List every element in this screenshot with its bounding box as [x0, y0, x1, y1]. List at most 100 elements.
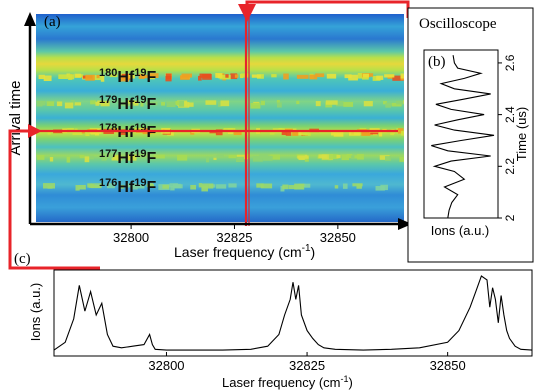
heatmap-spot — [190, 184, 197, 190]
heatmap-spot — [202, 74, 212, 80]
heatmap-spot — [127, 100, 135, 104]
heatmap-spot — [127, 154, 137, 161]
heatmap-spot — [385, 156, 391, 161]
panel-c-x-ticks: 32800 32825 32850 — [148, 352, 466, 373]
heatmap-spot — [47, 130, 51, 135]
heatmap-spot — [43, 183, 55, 189]
panel-a-x-axis-label: Laser frequency (cm-1) — [174, 243, 315, 260]
heatmap-spot — [304, 156, 309, 162]
heatmap-spot — [206, 156, 210, 163]
heatmap-spot — [165, 75, 172, 82]
isotope-label-176: 176Hf19F — [99, 177, 157, 196]
panel-a: 180Hf19F179Hf19F178Hf19F177Hf19F176Hf19F… — [7, 12, 412, 260]
heatmap-spot — [325, 100, 338, 105]
heatmap-spot — [281, 130, 287, 136]
heatmap-spot — [187, 102, 194, 107]
heatmap-spot — [198, 75, 202, 81]
heatmap-spot — [175, 101, 180, 105]
heatmap-spot — [106, 183, 115, 189]
heatmap-spot — [245, 154, 251, 158]
heatmap-spot — [276, 102, 282, 108]
heatmap-spot — [105, 154, 115, 159]
heatmap-spot — [100, 100, 110, 107]
heatmap-spot — [66, 156, 71, 163]
panel-b: Oscilloscope (b) 2 2.2 2.4 2.6 Time (us) Io… — [407, 7, 534, 263]
heatmap-spot — [315, 101, 321, 107]
heatmap-spot — [140, 74, 151, 79]
isotope-label-180: 180Hf19F — [99, 67, 157, 86]
heatmap-spot — [109, 73, 118, 78]
heatmap-spot — [170, 185, 175, 191]
heatmap-spot — [213, 154, 224, 158]
heatmap-spot — [292, 130, 299, 136]
heatmap-spot — [383, 101, 387, 105]
heatmap-spot — [140, 101, 144, 107]
heatmap-spot — [162, 184, 169, 189]
heatmap-spot — [342, 183, 348, 189]
panel-c-label: (c) — [14, 251, 31, 267]
panel-b-label: (b) — [428, 54, 446, 70]
heatmap-spot — [269, 130, 275, 135]
heatmap-spot — [236, 156, 245, 163]
heatmap-spot — [166, 101, 176, 107]
heatmap-spot — [343, 102, 354, 107]
heatmap-spot — [403, 100, 404, 104]
heatmap-spot — [302, 130, 309, 136]
heatmap-spot — [90, 100, 97, 105]
heatmap-spot — [97, 100, 102, 105]
heatmap-spot — [283, 73, 289, 80]
heatmap-spot — [378, 130, 383, 137]
heatmap-spot — [218, 101, 222, 107]
heatmap-spot — [78, 184, 86, 190]
heatmap-spot — [315, 73, 325, 78]
heatmap-spot — [201, 183, 214, 189]
heatmap-spot — [285, 130, 292, 136]
heatmap-spot — [326, 73, 337, 79]
panel-c-y-axis-label: Ions (a.u.) — [28, 283, 43, 342]
heatmap-spot — [172, 183, 181, 189]
heatmap-spot — [205, 100, 217, 105]
heatmap-spot — [88, 155, 94, 160]
heatmap-spot — [120, 75, 130, 82]
heatmap-spot — [219, 75, 231, 80]
y-tick-label: 2 — [503, 214, 517, 221]
heatmap-spot — [113, 155, 119, 160]
heatmap-spot — [95, 101, 100, 106]
heatmap-spot — [290, 130, 295, 135]
x-axis-arrow-head — [398, 218, 412, 230]
y-axis-arrow-head — [24, 12, 36, 26]
heatmap-spot — [321, 154, 334, 160]
heatmap-spot — [296, 74, 309, 79]
y-tick-label: 2.2 — [503, 158, 517, 175]
heatmap-spot — [150, 73, 159, 79]
x-tick-label: 32825 — [289, 358, 325, 373]
heatmap-spot — [303, 183, 311, 188]
heatmap-spot — [396, 100, 404, 105]
heatmap-spot — [230, 73, 238, 80]
heatmap-spot — [397, 128, 404, 134]
heatmap-spot — [46, 101, 55, 106]
heatmap-spot — [138, 73, 145, 79]
heatmap-spot — [74, 73, 82, 78]
isotope-label-179: 179Hf19F — [99, 94, 157, 113]
heatmap-spot — [354, 155, 362, 159]
heatmap-spot — [297, 155, 309, 159]
heatmap-spot — [100, 75, 105, 82]
heatmap-spot — [198, 183, 202, 188]
heatmap-spot — [363, 101, 373, 107]
oscilloscope-plot-area — [423, 49, 499, 219]
oscilloscope-title: Oscilloscope — [419, 16, 497, 32]
heatmap-spot — [216, 184, 227, 189]
heatmap-spot — [101, 154, 107, 161]
heatmap-spot — [385, 102, 392, 108]
heatmap-spot — [181, 73, 192, 78]
heatmap-spot — [225, 74, 229, 78]
x-tick-label: 32800 — [113, 230, 149, 245]
heatmap-spot — [362, 73, 369, 78]
heatmap-spot — [149, 183, 153, 188]
heatmap-spot — [357, 73, 363, 79]
heatmap-spot — [276, 100, 280, 104]
heatmap-spot — [58, 74, 68, 80]
